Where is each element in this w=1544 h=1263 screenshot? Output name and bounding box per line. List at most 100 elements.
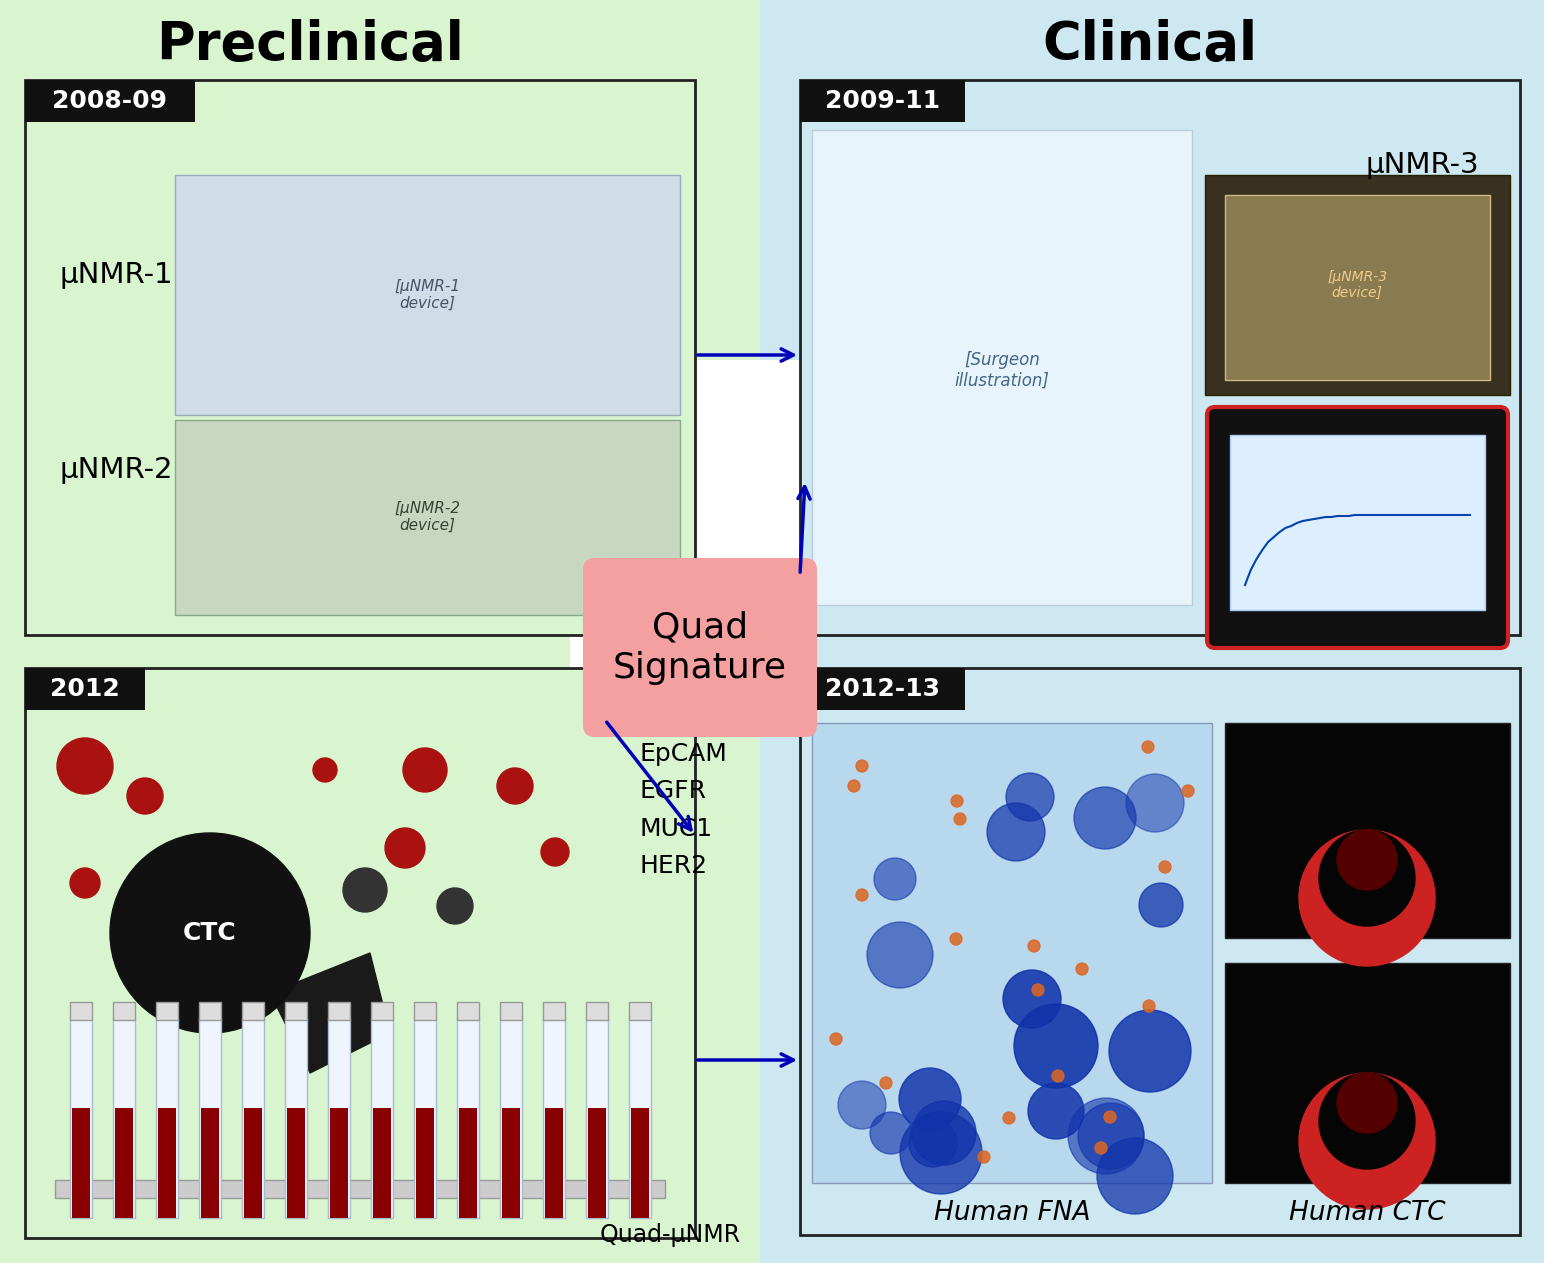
Circle shape <box>1095 1142 1107 1154</box>
Circle shape <box>540 837 570 866</box>
Circle shape <box>1126 774 1184 832</box>
Bar <box>56 1180 665 1199</box>
Bar <box>543 1018 565 1218</box>
Text: [μNMR-2
device]: [μNMR-2 device] <box>394 501 460 533</box>
Bar <box>199 1002 221 1021</box>
Bar <box>628 1002 652 1021</box>
Bar <box>69 1002 93 1021</box>
Bar <box>174 421 679 615</box>
Bar <box>1224 195 1490 380</box>
Circle shape <box>1183 786 1194 797</box>
Bar <box>1204 176 1510 395</box>
Text: 2012-13: 2012-13 <box>824 677 940 701</box>
Circle shape <box>987 803 1045 861</box>
Bar <box>414 1018 435 1218</box>
Bar <box>242 1018 264 1218</box>
Text: μNMR-1: μNMR-1 <box>60 261 173 289</box>
Bar <box>113 1018 134 1218</box>
Bar <box>69 1018 93 1218</box>
Circle shape <box>1160 861 1170 873</box>
Circle shape <box>343 868 388 912</box>
Circle shape <box>977 1151 990 1163</box>
Bar <box>570 360 800 669</box>
Bar <box>457 1002 479 1021</box>
Bar <box>242 1002 264 1021</box>
Circle shape <box>950 933 962 945</box>
Circle shape <box>868 922 933 988</box>
Bar <box>287 1108 306 1218</box>
Text: Human FNA: Human FNA <box>934 1200 1090 1226</box>
Text: CTC: CTC <box>184 921 236 945</box>
Text: 2008-09: 2008-09 <box>52 88 167 112</box>
Bar <box>500 1002 522 1021</box>
Bar <box>25 668 695 1238</box>
Bar <box>156 1002 178 1021</box>
Circle shape <box>69 868 100 898</box>
Bar <box>371 1018 394 1218</box>
Circle shape <box>1028 940 1041 952</box>
Circle shape <box>1319 830 1414 926</box>
Circle shape <box>954 813 967 825</box>
Circle shape <box>164 938 196 970</box>
Bar <box>800 80 1519 635</box>
Circle shape <box>313 758 337 782</box>
Bar <box>371 1002 394 1021</box>
Bar <box>414 1002 435 1021</box>
Bar <box>588 1108 605 1218</box>
Bar <box>286 1002 307 1021</box>
Text: Human CTC: Human CTC <box>1289 1200 1445 1226</box>
Bar <box>327 1002 350 1021</box>
FancyBboxPatch shape <box>584 558 817 738</box>
Text: Preclinical: Preclinical <box>156 19 463 71</box>
Circle shape <box>403 748 448 792</box>
Bar <box>812 130 1192 605</box>
Circle shape <box>1143 1000 1155 1012</box>
Circle shape <box>1004 1111 1014 1124</box>
Circle shape <box>1337 830 1397 890</box>
Bar <box>244 1108 262 1218</box>
FancyBboxPatch shape <box>25 80 195 123</box>
Circle shape <box>913 1101 976 1164</box>
Bar <box>157 1108 176 1218</box>
Bar <box>1224 722 1510 938</box>
Circle shape <box>1104 1111 1116 1123</box>
Circle shape <box>855 760 868 772</box>
Bar <box>199 1018 221 1218</box>
Bar <box>628 1018 652 1218</box>
Circle shape <box>1337 1074 1397 1133</box>
Bar <box>545 1108 564 1218</box>
Circle shape <box>1319 1074 1414 1170</box>
FancyBboxPatch shape <box>800 668 965 710</box>
Bar <box>500 1018 522 1218</box>
Circle shape <box>1028 1082 1084 1139</box>
Circle shape <box>1031 984 1044 997</box>
Text: μNMR-3: μNMR-3 <box>1365 152 1479 179</box>
Bar <box>812 722 1212 1183</box>
Circle shape <box>1004 970 1061 1028</box>
Bar <box>631 1108 648 1218</box>
Text: μNMR-2: μNMR-2 <box>60 456 173 484</box>
Bar <box>374 1108 391 1218</box>
Text: Quad
Signature: Quad Signature <box>613 610 787 685</box>
Bar <box>327 1018 350 1218</box>
Bar <box>114 1108 133 1218</box>
Bar <box>330 1108 347 1218</box>
Bar <box>201 1108 219 1218</box>
Bar <box>156 1018 178 1218</box>
Circle shape <box>1139 883 1183 927</box>
Circle shape <box>1014 1004 1098 1087</box>
Circle shape <box>838 1081 886 1129</box>
Circle shape <box>1051 1070 1064 1082</box>
Bar <box>760 0 1544 1263</box>
Bar <box>415 1108 434 1218</box>
Circle shape <box>57 738 113 794</box>
Circle shape <box>880 1077 892 1089</box>
Circle shape <box>1075 787 1136 849</box>
Circle shape <box>497 768 533 805</box>
Circle shape <box>110 834 310 1033</box>
Text: Clinical: Clinical <box>1042 19 1257 71</box>
Bar <box>25 80 695 635</box>
Circle shape <box>1096 1138 1173 1214</box>
Bar <box>1224 962 1510 1183</box>
Circle shape <box>869 1111 913 1154</box>
